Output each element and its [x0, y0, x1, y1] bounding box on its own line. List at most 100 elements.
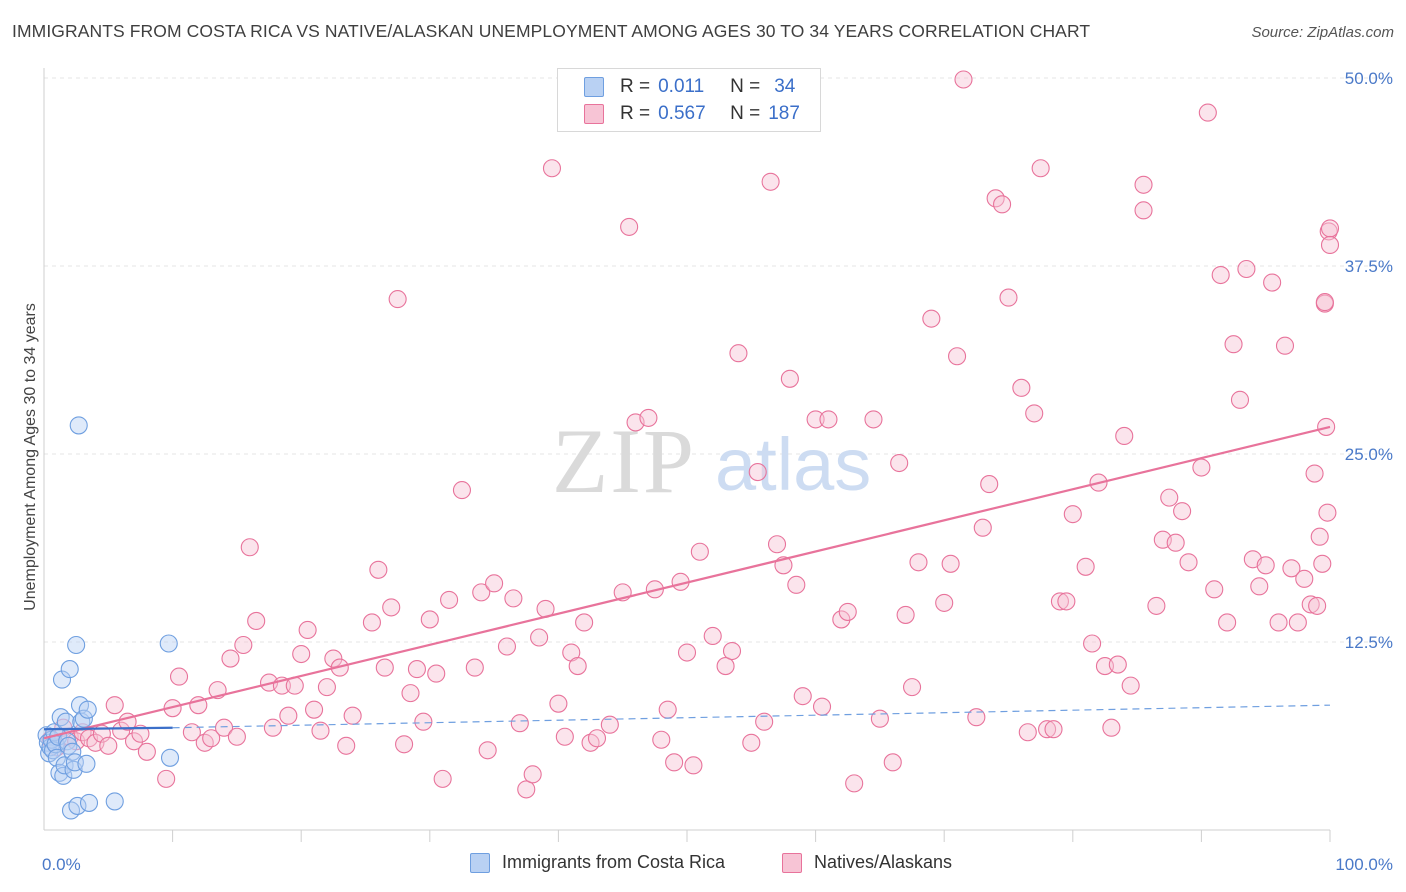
chart-title: IMMIGRANTS FROM COSTA RICA VS NATIVE/ALA…	[12, 21, 1091, 41]
data-point	[395, 735, 414, 754]
data-point	[169, 667, 189, 686]
bottom-legend-label-pink: Natives/Alaskans	[814, 852, 953, 872]
data-point	[909, 553, 928, 572]
data-point	[902, 678, 922, 697]
data-point	[131, 724, 150, 743]
data-point	[600, 715, 619, 734]
data-point	[317, 678, 336, 697]
data-point	[105, 792, 124, 811]
data-point	[362, 613, 381, 632]
data-point	[407, 660, 426, 679]
data-point	[530, 628, 549, 647]
data-point	[1108, 655, 1127, 674]
data-point	[414, 712, 433, 731]
data-point	[63, 742, 82, 761]
legend: R = 0.011 N = 34 R = 0.567 N = 187	[557, 68, 821, 132]
data-point	[1192, 458, 1211, 477]
legend-swatch-blue	[584, 77, 604, 97]
legend-n-label: N =	[730, 76, 761, 97]
data-point	[1083, 634, 1102, 653]
data-point	[124, 732, 144, 751]
bottom-swatch-pink	[782, 852, 802, 873]
data-point	[1320, 235, 1340, 254]
data-point	[1319, 222, 1338, 241]
data-point	[1320, 219, 1340, 238]
data-point	[369, 560, 388, 579]
data-point	[202, 729, 221, 748]
data-point	[1102, 718, 1121, 737]
data-point	[56, 712, 75, 731]
data-point	[214, 718, 234, 737]
data-point	[472, 583, 491, 602]
data-point	[1018, 723, 1037, 742]
data-point	[1275, 336, 1295, 355]
data-point	[922, 309, 941, 328]
data-point	[1282, 559, 1301, 578]
data-point	[1230, 390, 1250, 409]
data-point	[658, 700, 677, 719]
data-point	[77, 754, 96, 773]
data-point	[465, 658, 484, 677]
data-point	[74, 709, 93, 728]
data-point	[1031, 159, 1050, 178]
data-point	[980, 475, 999, 494]
data-point	[112, 721, 131, 740]
data-point	[1263, 273, 1282, 292]
legend-r-value: 0.011	[658, 76, 705, 97]
y-tick-label: 37.5%	[1345, 257, 1393, 276]
data-point	[157, 769, 176, 788]
data-point	[60, 660, 79, 679]
data-point	[69, 416, 88, 435]
data-point	[1269, 613, 1288, 632]
trend-line-natives	[43, 425, 1331, 740]
data-point	[1237, 259, 1256, 279]
data-point	[555, 727, 574, 746]
data-point	[542, 159, 562, 178]
legend-r-value: 0.567	[658, 103, 706, 124]
data-point	[234, 635, 253, 655]
data-point	[587, 729, 607, 748]
bottom-legend-natives: Natives/Alaskans	[782, 852, 952, 873]
y-tick-label: 25.0%	[1345, 445, 1393, 464]
data-point	[864, 410, 883, 429]
data-point	[240, 538, 259, 557]
data-point	[1076, 557, 1095, 576]
data-point	[440, 590, 459, 609]
data-point	[65, 753, 84, 772]
data-point	[639, 408, 658, 427]
data-point	[324, 649, 343, 668]
source-label: Source: ZipAtlas.com	[1251, 24, 1394, 41]
watermark-atlas: atlas	[715, 423, 871, 506]
data-point	[684, 756, 703, 775]
data-point	[382, 598, 401, 617]
bottom-legend-costa-rica: Immigrants from Costa Rica	[470, 852, 725, 873]
data-point	[1134, 201, 1153, 220]
legend-n-value: 187	[768, 103, 800, 124]
data-point	[767, 535, 787, 554]
data-point	[55, 756, 74, 775]
data-point	[755, 712, 774, 731]
data-point	[78, 700, 97, 719]
bottom-legend-label-blue: Immigrants from Costa Rica	[502, 852, 726, 872]
data-point	[1115, 426, 1134, 446]
data-point	[832, 610, 851, 629]
data-point	[485, 574, 504, 593]
gridlines	[44, 77, 1390, 643]
data-point	[1308, 596, 1327, 615]
data-point	[954, 70, 973, 89]
legend-n-value: 34	[774, 76, 796, 97]
data-point	[343, 706, 362, 725]
data-point	[227, 727, 246, 746]
data-point	[935, 593, 954, 612]
data-point	[1121, 676, 1140, 695]
x-ticks	[172, 830, 1331, 842]
data-point	[722, 641, 742, 661]
data-point	[298, 620, 317, 640]
y-tick-label: 12.5%	[1345, 633, 1393, 652]
data-point	[883, 753, 902, 772]
data-point	[427, 664, 446, 683]
x-tick-max: 100.0%	[1335, 855, 1393, 874]
watermark: ZIP atlas	[552, 410, 871, 512]
data-point	[1301, 595, 1320, 614]
